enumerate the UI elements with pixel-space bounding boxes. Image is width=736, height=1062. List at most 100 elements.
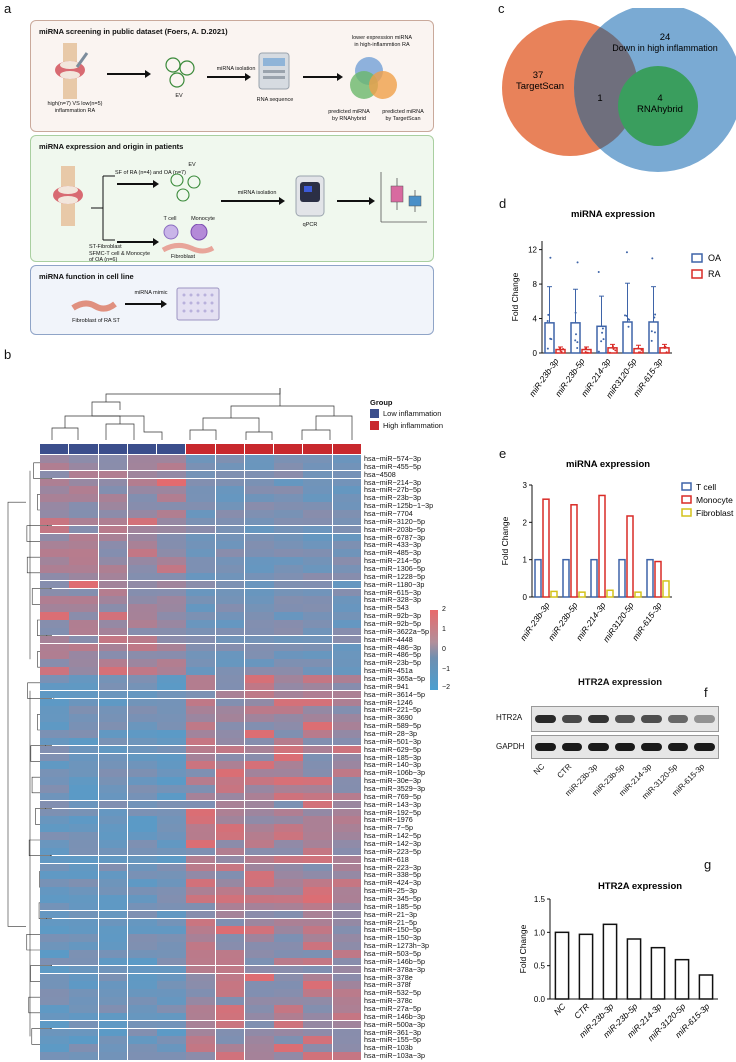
heatmap-cell: [332, 596, 362, 604]
heatmap-row-label: hsa−miR−532−5p: [364, 988, 421, 998]
heatmap-row-label: hsa−miR−3120−5p: [364, 516, 425, 526]
heatmap-cell: [127, 486, 157, 494]
heatmap-cell: [69, 981, 99, 989]
heatmap-cell: [215, 549, 245, 557]
bar: [626, 938, 642, 1000]
heatmap-cell: [69, 871, 99, 879]
heatmap-cell: [332, 785, 362, 793]
heatmap-cell: [244, 525, 274, 534]
heatmap-cell: [244, 722, 274, 730]
heatmap-cell: [69, 651, 99, 659]
legend-swatch: [681, 482, 692, 491]
heatmap-cell: [244, 879, 274, 887]
heatmap-cell: [332, 690, 362, 699]
heatmap-cell: [215, 651, 245, 659]
heatmap-cell: [186, 643, 216, 652]
heatmap-cell: [274, 620, 303, 628]
heatmap-cell: [332, 816, 362, 824]
y-tick-label: 12: [528, 246, 537, 255]
heatmap-cell: [274, 470, 303, 479]
heatmap-cell: [40, 824, 69, 832]
heatmap-row-label: hsa−miR−142−5p: [364, 831, 421, 841]
heatmap-cell: [69, 745, 99, 754]
heatmap-cell: [215, 510, 245, 518]
heatmap-cell: [186, 667, 216, 675]
heatmap-cell: [215, 690, 245, 699]
heatmap-cell: [186, 494, 216, 502]
heatmap-row-label: hsa−miR−424−3p: [364, 878, 421, 888]
heatmap-cell: [40, 769, 69, 777]
heatmap-cell: [127, 824, 157, 832]
heatmap-cell: [157, 635, 186, 644]
heatmap-cell: [127, 879, 157, 887]
heatmap-cell: [274, 808, 303, 817]
heatmap-cell: [274, 635, 303, 644]
knee-joint-icon-2: [53, 166, 83, 226]
heatmap-cell: [332, 706, 362, 714]
group-cell: [69, 444, 99, 454]
heatmap-cell: [157, 565, 186, 573]
heatmap-cell: [69, 832, 99, 840]
heatmap-cell: [332, 1020, 362, 1029]
heatmap-cell: [215, 533, 245, 542]
htr2a-band: [588, 715, 609, 723]
heatmap-cell: [69, 777, 99, 785]
heatmap-row-label: hsa−miR−1976: [364, 815, 413, 825]
heatmap-cell: [215, 973, 245, 982]
heatmap-cell: [98, 620, 128, 628]
heatmap-cell: [157, 486, 186, 494]
heatmap-cell: [98, 792, 128, 801]
heatmap-cell: [98, 565, 128, 573]
heatmap-cell: [303, 698, 333, 707]
heatmap-cell: [332, 525, 362, 534]
heatmap-cell: [303, 675, 333, 683]
heatmap-cell: [127, 785, 157, 793]
heatmap-cell: [157, 462, 186, 471]
heatmap-cell: [98, 934, 128, 942]
bar-OA: [648, 321, 659, 354]
heatmap-cell: [157, 588, 186, 597]
heatmap-cell: [127, 651, 157, 659]
heatmap-cell: [157, 510, 186, 518]
heatmap-cell: [274, 879, 303, 887]
heatmap-cell: [274, 596, 303, 604]
y-tick-label: 0: [523, 593, 528, 602]
heatmap-cell: [69, 675, 99, 683]
heatmap-cell: [332, 651, 362, 659]
heatmap-cell: [98, 910, 128, 919]
heatmap-cell: [157, 808, 186, 817]
heatmap-cell: [303, 572, 333, 581]
heatmap-cell: [215, 486, 245, 494]
bar: [578, 933, 594, 1000]
heatmap-cell: [303, 635, 333, 644]
heatmap-cell: [215, 745, 245, 754]
heatmap-cell: [157, 643, 186, 652]
heatmap-cell: [244, 761, 274, 769]
heatmap-cell: [244, 981, 274, 989]
heatmap-cell: [244, 808, 274, 817]
data-point: [653, 331, 656, 334]
heatmap-cell: [127, 635, 157, 644]
heatmap-cell: [215, 541, 245, 549]
heatmap-cell: [303, 580, 333, 589]
heatmap-cell: [274, 910, 303, 919]
heatmap-cell: [98, 1036, 128, 1044]
heatmap-cell: [303, 541, 333, 549]
heatmap-row-label: hsa−miR−125b−1−3p: [364, 501, 434, 511]
heatmap-cell: [244, 596, 274, 604]
heatmap-cell: [69, 627, 99, 636]
function-box: miRNA function in cell line Fibroblast o…: [30, 265, 434, 335]
heatmap-row-label: hsa−miR−140−3p: [364, 760, 421, 770]
heatmap-cell: [244, 620, 274, 628]
bar-Fibroblast: [550, 590, 558, 598]
data-point: [586, 351, 589, 354]
arrow-6: [221, 197, 285, 205]
heatmap-cell: [40, 800, 69, 809]
patients-box: miRNA expression and origin in patients …: [30, 135, 434, 263]
heatmap-cell: [186, 910, 216, 919]
heatmap-cell: [127, 745, 157, 754]
group-label: high(n=7) VS low(n=5) inflammation RA: [47, 101, 103, 114]
heatmap-row-label: hsa−miR−21−3p: [364, 909, 417, 919]
heatmap-cell: [40, 541, 69, 549]
data-point: [546, 319, 549, 322]
